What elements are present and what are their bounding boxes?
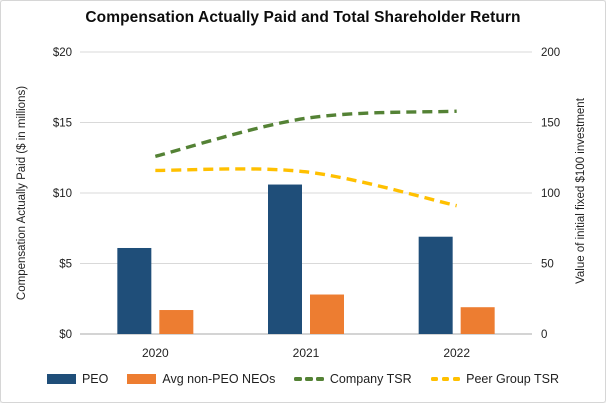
- svg-text:150: 150: [541, 118, 560, 130]
- legend-item-company-tsr: Company TSR: [294, 372, 412, 386]
- svg-text:$5: $5: [59, 259, 72, 271]
- legend-item-peo: PEO: [46, 372, 109, 386]
- company-tsr-dash-swatch-icon: [294, 377, 324, 381]
- chart-title: Compensation Actually Paid and Total Sha…: [85, 9, 521, 26]
- svg-text:0: 0: [541, 329, 547, 341]
- legend-item-avg-non-peo-neos: Avg non-PEO NEOs: [127, 372, 275, 386]
- svg-text:2021: 2021: [293, 346, 320, 360]
- svg-text:$0: $0: [59, 329, 72, 341]
- chart-legend: PEO Avg non-PEO NEOs Company TSR Peer Gr…: [1, 372, 605, 386]
- svg-text:$10: $10: [53, 188, 72, 200]
- legend-label: Avg non-PEO NEOs: [162, 372, 276, 386]
- svg-text:2020: 2020: [142, 346, 169, 360]
- svg-text:$20: $20: [53, 47, 72, 59]
- peo-series-swatch-icon: [46, 374, 76, 384]
- legend-label: Peer Group TSR: [466, 372, 560, 386]
- legend-item-peer-group-tsr: Peer Group TSR: [430, 372, 560, 386]
- svg-text:200: 200: [541, 47, 560, 59]
- legend-label: PEO: [81, 372, 109, 386]
- svg-text:2022: 2022: [443, 346, 470, 360]
- legend-label: Company TSR: [329, 372, 412, 386]
- non-peo-series-swatch-icon: [127, 374, 157, 384]
- svg-text:50: 50: [541, 259, 554, 271]
- peer-group-tsr-dash-swatch-icon: [430, 377, 461, 381]
- svg-text:100: 100: [541, 188, 560, 200]
- svg-text:$15: $15: [53, 118, 72, 130]
